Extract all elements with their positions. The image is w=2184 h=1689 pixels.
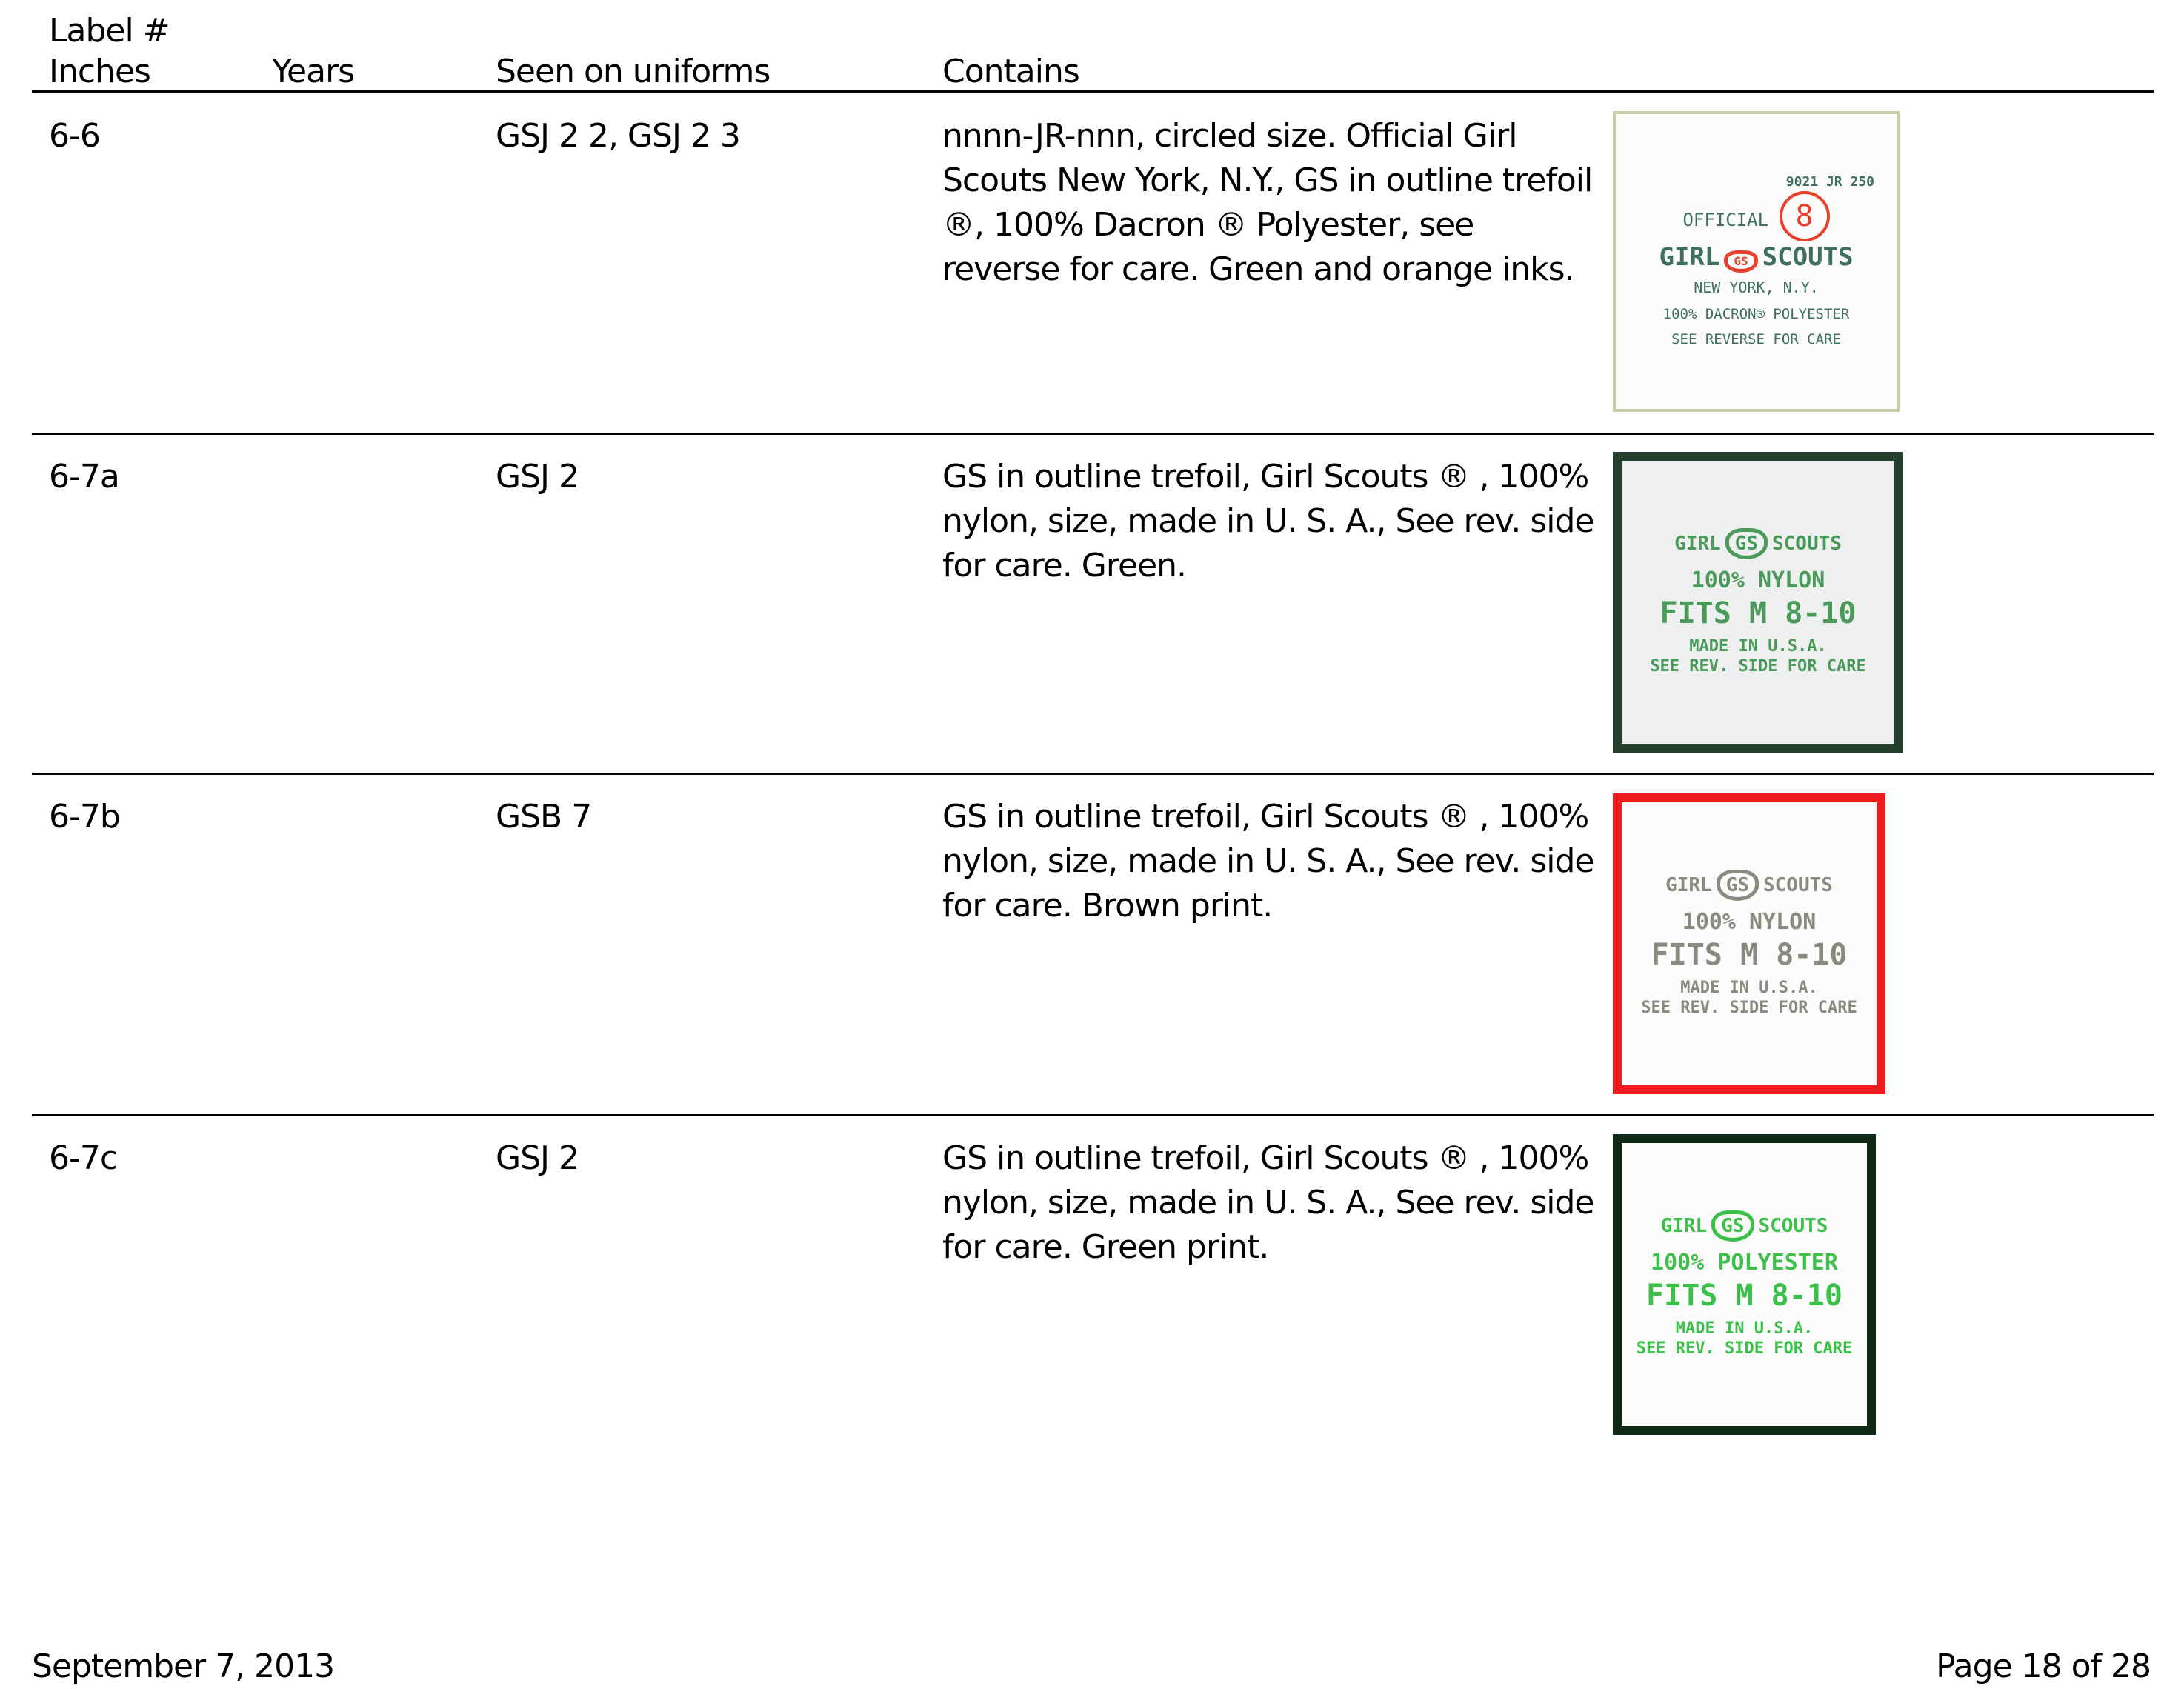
row-divider (32, 773, 2154, 775)
row-seen-on-uniforms: GSJ 2 (496, 1139, 579, 1177)
row-label-number: 6-6 (49, 117, 101, 155)
row-contains: nnnn-JR-nnn, circled size. Official Girl… (942, 117, 1593, 288)
footer-date: September 7, 2013 (32, 1648, 335, 1685)
garment-label-image: GIRL GS SCOUTS 100% POLYESTER FITS M 8-10 … (1613, 1134, 1876, 1435)
row-label-number: 6-7b (49, 798, 121, 836)
row-divider (32, 1114, 2154, 1116)
row-contains: GS in outline trefoil, Girl Scouts ® , 1… (942, 798, 1594, 925)
row-divider (32, 433, 2154, 435)
row-seen-on-uniforms: GSB 7 (496, 798, 592, 836)
header-years: Years (272, 53, 355, 90)
header-divider (32, 90, 2154, 93)
row-seen-on-uniforms: GSJ 2 (496, 458, 579, 496)
row-seen-on-uniforms: GSJ 2 2, GSJ 2 3 (496, 117, 741, 155)
row-contains: GS in outline trefoil, Girl Scouts ® , 1… (942, 1139, 1594, 1266)
garment-label-image: GIRL GS SCOUTS 100% NYLON FITS M 8-10 MADE… (1613, 793, 1885, 1094)
header-inches: Inches (49, 53, 151, 90)
row-contains: GS in outline trefoil, Girl Scouts ® , 1… (942, 458, 1594, 584)
header-contains: Contains (942, 53, 1080, 90)
header-seen-on-uniforms: Seen on uniforms (496, 53, 770, 90)
row-label-number: 6-7c (49, 1139, 118, 1177)
footer-page-number: Page 18 of 28 (1936, 1648, 2151, 1685)
row-label-number: 6-7a (49, 458, 120, 496)
garment-label-image: GIRL GS SCOUTS 100% NYLON FITS M 8-10 MADE… (1613, 452, 1903, 753)
garment-label-image: 9021 JR 250 OFFICIAL 8 GIRL GS SCOUTS NEW … (1613, 111, 1900, 412)
header-label-num: Label # (49, 12, 170, 50)
